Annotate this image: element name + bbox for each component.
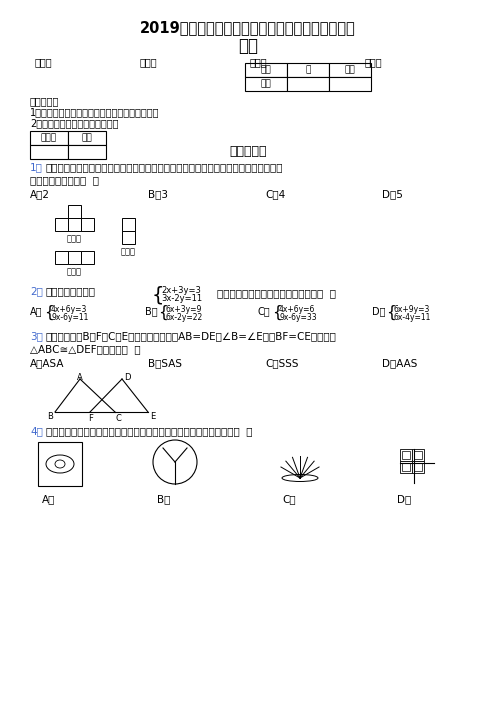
Text: 如图，已知点B，F，C，E在同一直线上，若AB=DE，∠B=∠E，且BF=CE，则要使: 如图，已知点B，F，C，E在同一直线上，若AB=DE，∠B=∠E，且BF=CE，… [46, 331, 337, 341]
Text: B．3: B．3 [148, 189, 168, 199]
Text: 注意事项：: 注意事项： [30, 96, 60, 106]
Text: 3x-2y=11: 3x-2y=11 [161, 294, 202, 303]
Bar [68, 131, 106, 145]
Text: B．: B． [157, 494, 170, 504]
Text: D．: D． [397, 494, 411, 504]
Text: 2．: 2． [30, 286, 43, 296]
Text: {: { [158, 305, 168, 320]
Bar [400, 461, 412, 473]
Bar [68, 218, 81, 231]
Bar [412, 461, 424, 473]
Text: 姓名：: 姓名： [140, 57, 158, 67]
Text: 小立方体的个数为（  ）: 小立方体的个数为（ ） [30, 175, 99, 185]
Text: {: { [386, 305, 396, 320]
Text: 主视图: 主视图 [67, 234, 82, 243]
Text: 4x+6y=3: 4x+6y=3 [51, 305, 87, 314]
Text: C．SSS: C．SSS [265, 358, 299, 368]
Text: 俧视图: 俧视图 [67, 267, 82, 276]
Text: F: F [88, 414, 93, 423]
Bar [329, 77, 371, 91]
Bar [287, 77, 329, 91]
Text: △ABC≅△DEF的理由是（  ）: △ABC≅△DEF的理由是（ ） [30, 344, 141, 354]
Text: 9x-6y=11: 9x-6y=11 [51, 313, 88, 322]
Text: D．5: D．5 [382, 189, 403, 199]
Bar [402, 451, 410, 459]
Bar [38, 442, 82, 486]
Text: 2019年最新中考数学高频考点重难点模拟试题训练: 2019年最新中考数学高频考点重难点模拟试题训练 [140, 20, 356, 35]
Text: B．SAS: B．SAS [148, 358, 182, 368]
Text: 得分: 得分 [82, 133, 92, 143]
Text: C．: C． [282, 494, 296, 504]
Bar [68, 251, 81, 264]
Text: C．4: C．4 [265, 189, 285, 199]
Text: A．2: A．2 [30, 189, 50, 199]
Text: 用加减法解方程组: 用加减法解方程组 [46, 286, 96, 296]
Text: B．: B． [145, 306, 158, 316]
Text: 一: 一 [306, 65, 310, 74]
Bar [412, 449, 424, 461]
Bar [414, 463, 422, 471]
Bar [81, 251, 94, 264]
Text: E: E [150, 412, 155, 421]
Text: {: { [272, 305, 282, 320]
Bar [329, 63, 371, 77]
Text: 总分: 总分 [345, 65, 355, 74]
Text: 1．答题前填写好自己的姓名、班级、考号等信息: 1．答题前填写好自己的姓名、班级、考号等信息 [30, 107, 160, 117]
Bar [245, 77, 287, 91]
Text: D．: D． [372, 306, 385, 316]
Text: 得分: 得分 [260, 79, 271, 88]
Text: C: C [115, 414, 121, 423]
Text: 6x+3y=9: 6x+3y=9 [165, 305, 201, 314]
Text: A．: A． [30, 306, 43, 316]
Text: 一、选择题: 一、选择题 [229, 145, 267, 158]
Bar [68, 145, 106, 159]
Bar [81, 218, 94, 231]
Text: 2．请将答案正确填写在答题卡上: 2．请将答案正确填写在答题卡上 [30, 118, 119, 128]
Text: 2x+3y=3: 2x+3y=3 [161, 286, 201, 295]
Text: D: D [124, 373, 130, 382]
Text: 1．: 1． [30, 162, 43, 172]
Text: 6x+9y=3: 6x+9y=3 [393, 305, 430, 314]
Text: A: A [77, 373, 83, 382]
Text: 在下面四个图形中，既包含图形的旋转，又有图形的轴对称设计的是（  ）: 在下面四个图形中，既包含图形的旋转，又有图形的轴对称设计的是（ ） [46, 426, 252, 436]
Text: 3．: 3． [30, 331, 43, 341]
Bar [55, 251, 68, 264]
Text: 考号：: 考号： [365, 57, 382, 67]
Text: {: { [152, 285, 164, 304]
Text: 汇总: 汇总 [238, 37, 258, 55]
Bar [245, 63, 287, 77]
Bar [402, 463, 410, 471]
Text: A．: A． [42, 494, 56, 504]
Text: 6x-2y=22: 6x-2y=22 [165, 313, 202, 322]
Text: D．AAS: D．AAS [382, 358, 417, 368]
Bar [30, 131, 68, 145]
Bar [400, 449, 412, 461]
Text: 4x+6y=6: 4x+6y=6 [279, 305, 315, 314]
Text: 学校：: 学校： [35, 57, 53, 67]
Bar [55, 218, 68, 231]
Text: 左视图: 左视图 [121, 247, 136, 256]
Bar [68, 205, 81, 218]
Text: {: { [44, 305, 54, 320]
Bar [414, 451, 422, 459]
Bar [30, 145, 68, 159]
Bar [122, 231, 135, 244]
Text: B: B [47, 412, 53, 421]
Text: 一个物体由多个完全相同的小立方体组成，它的三视图如图所示，那么组成这个物体的: 一个物体由多个完全相同的小立方体组成，它的三视图如图所示，那么组成这个物体的 [46, 162, 284, 172]
Text: 评卷人: 评卷人 [41, 133, 57, 143]
Bar [122, 218, 135, 231]
Text: 9x-6y=33: 9x-6y=33 [279, 313, 316, 322]
Text: 班级：: 班级： [250, 57, 268, 67]
Text: A．ASA: A．ASA [30, 358, 64, 368]
Text: 题号: 题号 [260, 65, 271, 74]
Text: 时，有下列四种变形，其中正确的是（  ）: 时，有下列四种变形，其中正确的是（ ） [217, 288, 336, 298]
Bar [287, 63, 329, 77]
Text: 4．: 4． [30, 426, 43, 436]
Text: 6x-4y=11: 6x-4y=11 [393, 313, 431, 322]
Text: C．: C． [258, 306, 271, 316]
